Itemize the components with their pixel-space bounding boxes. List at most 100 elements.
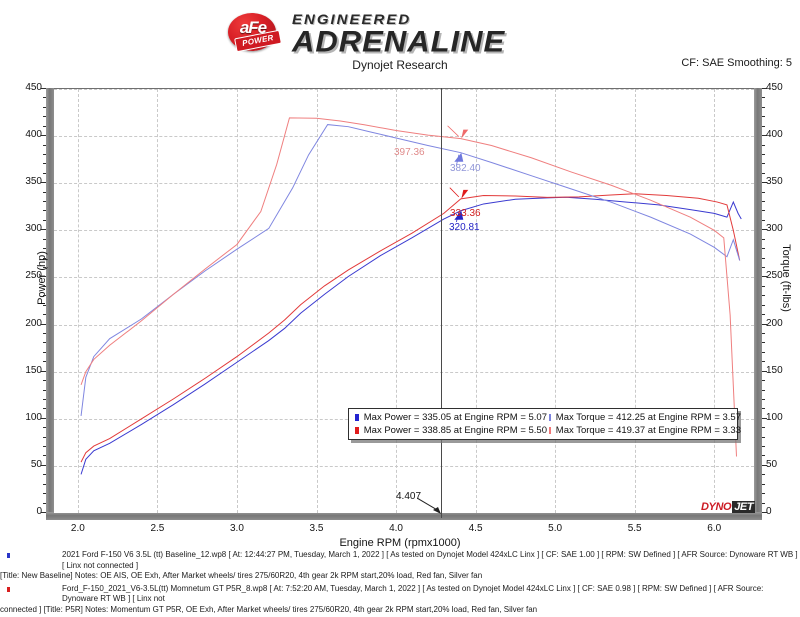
caption-line: connected ] [Title: P5R] Notes: Momentum… bbox=[0, 604, 538, 614]
legend-label: Max Torque = 419.37 at Engine RPM = 3.33 bbox=[555, 425, 741, 436]
grid-line-vertical bbox=[77, 89, 79, 513]
y2-minor-tick bbox=[762, 436, 765, 438]
y2-minor-tick bbox=[762, 389, 765, 391]
y2-minor-tick bbox=[762, 361, 765, 363]
y-minor-tick bbox=[43, 116, 46, 118]
x-tick-label: 3.5 bbox=[309, 523, 324, 534]
cursor-marker-arrow-icon bbox=[461, 129, 469, 139]
y-minor-tick bbox=[43, 106, 46, 108]
cursor-marker-arrow-icon bbox=[454, 210, 464, 220]
y-minor-tick bbox=[43, 163, 46, 165]
y-tick-mark bbox=[41, 135, 46, 137]
caption-line: 2021 Ford F-150 V6 3.5L (tt) Baseline_12… bbox=[62, 550, 798, 570]
legend-swatch-icon bbox=[355, 427, 359, 434]
y-minor-tick bbox=[43, 191, 46, 193]
legend-swatch-icon bbox=[355, 414, 359, 421]
cursor-line[interactable] bbox=[441, 88, 442, 518]
y2-tick-label: 250 bbox=[766, 270, 783, 282]
y-minor-tick bbox=[43, 436, 46, 438]
x-tick-label: 4.0 bbox=[389, 523, 403, 534]
grid-line-horizontal bbox=[54, 371, 754, 373]
grid-line-vertical bbox=[555, 89, 557, 513]
y-minor-tick bbox=[43, 474, 46, 476]
legend-swatch-icon bbox=[549, 427, 551, 434]
grid-line-vertical bbox=[316, 89, 318, 513]
y-minor-tick bbox=[43, 351, 46, 353]
x-tick-label: 4.5 bbox=[468, 523, 483, 534]
grid-line-horizontal bbox=[54, 89, 754, 90]
cursor-marker-leader bbox=[447, 125, 460, 137]
y2-minor-tick bbox=[762, 191, 765, 193]
y-minor-tick bbox=[43, 380, 46, 382]
x-axis-bar bbox=[46, 512, 762, 520]
y-tick-label: 450 bbox=[25, 82, 42, 93]
y2-minor-tick bbox=[762, 455, 765, 457]
caption-bullet-icon bbox=[7, 586, 10, 592]
grid-line-vertical bbox=[236, 89, 238, 513]
legend-item: Max Torque = 412.25 at Engine RPM = 3.57 bbox=[547, 412, 741, 423]
legend-label: Max Power = 335.05 at Engine RPM = 5.07 bbox=[363, 412, 547, 423]
y-minor-tick bbox=[43, 172, 46, 174]
annotation-torque-baseline: 382.40 bbox=[450, 163, 481, 174]
grid-line-horizontal bbox=[54, 230, 754, 232]
y-tick-mark bbox=[41, 88, 46, 89]
y-minor-tick bbox=[43, 295, 46, 297]
y2-minor-tick bbox=[762, 332, 765, 334]
afe-brand-block: aFe POWER ENGINEERED ADRENALINE bbox=[224, 12, 564, 58]
y-tick-mark bbox=[41, 323, 46, 325]
dynojet-dyno-text: DYNO bbox=[700, 501, 733, 513]
grid-line-vertical bbox=[475, 89, 477, 513]
y-tick-mark bbox=[41, 229, 46, 231]
y2-minor-tick bbox=[762, 248, 765, 250]
y2-minor-tick bbox=[762, 342, 765, 344]
y-minor-tick bbox=[43, 398, 46, 400]
legend-item: Max Power = 338.85 at Engine RPM = 5.50 bbox=[353, 425, 547, 436]
y-tick-mark bbox=[41, 464, 46, 466]
y2-minor-tick bbox=[762, 201, 765, 203]
y2-minor-tick bbox=[762, 172, 765, 174]
y-minor-tick bbox=[43, 285, 46, 287]
grid-line-vertical bbox=[157, 89, 159, 513]
y2-tick-mark bbox=[762, 229, 767, 231]
x-tick-label: 5.5 bbox=[627, 523, 642, 534]
y-tick-label: 300 bbox=[25, 223, 42, 235]
y2-tick-mark bbox=[762, 135, 767, 137]
y2-minor-tick bbox=[762, 257, 765, 259]
y-minor-tick bbox=[43, 257, 46, 259]
chart-legend: Max Power = 335.05 at Engine RPM = 5.07 … bbox=[348, 408, 741, 440]
y-minor-tick bbox=[43, 427, 46, 429]
chart-subtitle: Dynojet Research bbox=[352, 58, 448, 72]
y2-minor-tick bbox=[762, 408, 765, 410]
y-minor-tick bbox=[43, 97, 46, 99]
y2-minor-tick bbox=[762, 144, 765, 146]
y2-minor-tick bbox=[762, 125, 765, 127]
y2-tick-label: 450 bbox=[766, 82, 783, 93]
y2-tick-label: 300 bbox=[766, 223, 783, 235]
cursor-marker-arrow-icon bbox=[461, 189, 469, 199]
y2-minor-tick bbox=[762, 304, 765, 306]
y2-minor-tick bbox=[762, 210, 765, 212]
legend-item: Max Torque = 419.37 at Engine RPM = 3.33 bbox=[547, 425, 741, 436]
y-minor-tick bbox=[43, 219, 46, 221]
chart-header: aFe POWER ENGINEERED ADRENALINE Dynojet … bbox=[0, 0, 800, 74]
x-tick-label: 3.0 bbox=[230, 523, 244, 534]
cursor-marker-arrow-icon bbox=[454, 152, 464, 162]
x-tick-label: 6.0 bbox=[707, 523, 722, 534]
y2-minor-tick bbox=[762, 153, 765, 155]
y2-minor-tick bbox=[762, 219, 765, 221]
y2-minor-tick bbox=[762, 493, 765, 495]
y-minor-tick bbox=[43, 144, 46, 146]
y2-tick-mark bbox=[762, 276, 767, 278]
y-tick-mark bbox=[41, 182, 46, 184]
y-tick-label: 0 bbox=[36, 506, 42, 517]
y-minor-tick bbox=[43, 455, 46, 457]
y-tick-label: 400 bbox=[25, 129, 42, 141]
y-tick-label: 250 bbox=[25, 270, 42, 282]
afe-power-logo-icon: aFe POWER bbox=[224, 13, 282, 53]
y-minor-tick bbox=[43, 342, 46, 344]
caption-bullet-icon bbox=[7, 553, 10, 558]
y2-tick-mark bbox=[762, 323, 767, 325]
y-minor-tick bbox=[43, 267, 46, 269]
curve-momentum-gt-p5r-power bbox=[80, 193, 741, 463]
y2-minor-tick bbox=[762, 398, 765, 400]
